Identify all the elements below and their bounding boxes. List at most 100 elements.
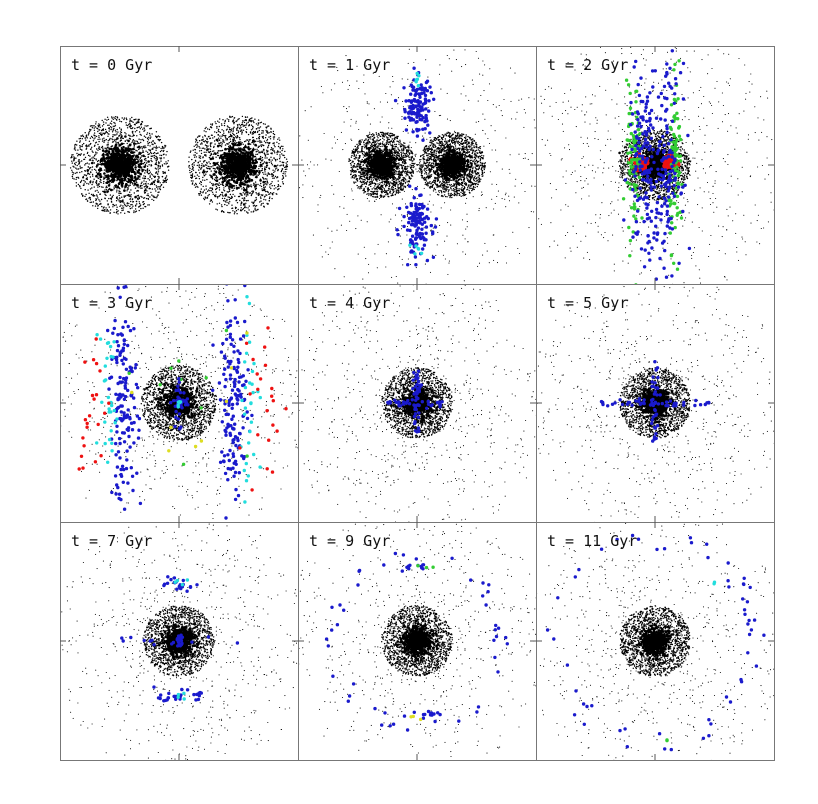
star-point [259,122,261,124]
star-point [217,161,219,164]
star-point [117,131,119,133]
star-point [202,157,204,159]
star-point [270,131,273,133]
star-point [145,206,147,208]
star-point [255,184,257,186]
star-point [203,141,206,143]
star-point [124,157,126,160]
star-point [112,203,114,206]
star-point [218,142,220,144]
star-point [83,174,86,176]
star-point [163,163,166,165]
star-point [232,133,235,136]
star-point [249,157,253,161]
star-point [77,149,79,151]
star-point [205,151,207,153]
star-point [109,154,112,156]
star-point [227,126,229,128]
star-point [215,138,219,142]
star-point [100,181,102,184]
star-point [244,167,247,170]
star-point [103,164,105,166]
star-point [232,210,234,212]
star-point [198,135,200,137]
star-point [234,142,236,144]
star-point [273,150,276,152]
star-point [74,147,76,149]
star-point [243,140,246,143]
star-point [133,210,135,212]
star-point [260,204,262,206]
star-point [84,195,86,198]
star-point [157,161,160,163]
star-point [224,179,226,181]
star-point [108,127,110,129]
star-point [229,201,231,203]
star-point [130,200,132,203]
star-point [233,164,235,166]
star-point [95,180,98,182]
star-point [110,161,112,164]
star-point [130,204,132,206]
star-point [262,148,265,151]
star-point [96,152,98,154]
star-point [196,185,198,188]
star-point [118,200,121,202]
star-point [240,193,242,195]
star-point [230,171,232,173]
star-point [162,179,164,181]
star-point [121,209,123,212]
star-point [116,210,118,213]
star-point [198,178,201,180]
star-point [245,164,248,168]
star-point [101,186,103,188]
star-point [143,183,145,185]
star-point [93,125,95,127]
star-point [218,166,221,168]
star-point [276,193,278,195]
star-point [223,141,225,144]
star-point [255,153,257,156]
star-point [277,145,280,148]
star-point [245,147,247,149]
star-point [99,181,101,183]
star-point [101,138,104,140]
star-point [97,159,100,162]
star-point [89,197,92,199]
star-point [104,193,106,196]
star-point [98,132,101,135]
star-point [88,163,90,165]
star-point [117,169,121,173]
star-point [271,172,273,175]
star-point [76,140,78,142]
star-point [216,196,218,198]
star-point [127,177,130,180]
star-point [222,160,226,163]
star-point [102,121,105,123]
star-point [212,156,214,158]
star-point [147,160,150,163]
star-point [143,147,146,149]
star-point [221,180,225,184]
star-point [246,116,249,118]
star-point [136,143,138,145]
star-point [264,157,266,159]
star-point [77,160,80,162]
star-point [85,144,88,146]
star-point [231,142,233,145]
star-point [115,197,118,199]
star-point [126,150,128,152]
star-point [90,193,93,196]
star-point [138,131,141,133]
star-point [151,188,154,190]
star-point [111,196,114,198]
star-point [136,172,139,174]
star-point [158,191,160,193]
star-point [276,158,278,161]
star-point [129,126,131,128]
star-point [146,194,148,197]
star-point [253,131,256,134]
star-point [91,166,94,168]
star-point [206,190,209,192]
star-point [121,196,123,198]
